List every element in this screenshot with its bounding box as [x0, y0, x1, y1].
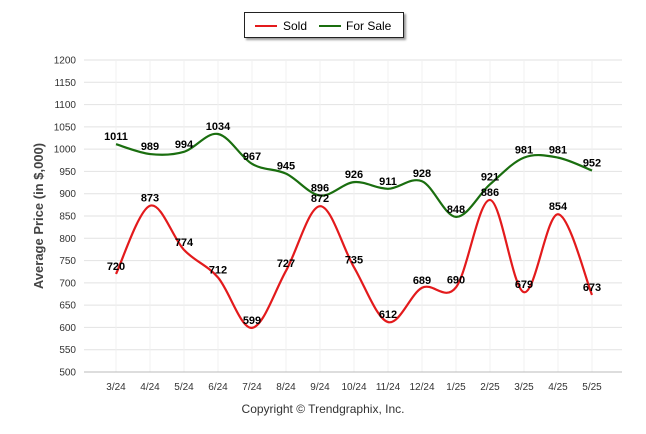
y-tick-label: 1000 [54, 145, 77, 156]
x-tick-label: 3/25 [514, 382, 534, 393]
data-label-for-sale: 921 [481, 171, 499, 183]
y-tick-label: 1150 [54, 78, 76, 89]
series-line-for-sale [115, 132, 593, 218]
data-label-sold: 886 [481, 187, 499, 199]
y-tick-label: 1050 [54, 122, 77, 133]
data-label-sold: 689 [413, 275, 431, 287]
data-labels: 720 873 774 712 599 727 872 735 612 689 690 886 679 8… [104, 121, 601, 327]
data-label-for-sale: 994 [175, 139, 194, 151]
y-tick-label: 700 [59, 278, 76, 289]
data-label-for-sale: 952 [583, 158, 601, 170]
data-label-sold: 854 [549, 201, 568, 213]
data-label-sold: 673 [583, 282, 601, 294]
y-tick-label: 950 [59, 167, 76, 178]
data-label-sold: 612 [379, 309, 397, 321]
data-label-sold: 599 [243, 315, 261, 327]
y-tick-label: 600 [59, 323, 76, 334]
x-tick-label: 3/24 [106, 382, 126, 393]
x-tick-label: 2/25 [480, 382, 500, 393]
y-tick-label: 500 [59, 368, 76, 379]
x-tick-label: 7/24 [242, 382, 262, 393]
y-tick-label: 750 [59, 256, 76, 267]
x-tick-label: 9/24 [310, 382, 330, 393]
data-label-sold: 712 [209, 265, 227, 277]
y-tick-label: 850 [59, 212, 76, 223]
data-label-sold: 873 [141, 193, 159, 205]
data-label-for-sale: 1011 [104, 131, 128, 143]
data-label-for-sale: 911 [379, 176, 397, 188]
legend-label-for-sale: For Sale [346, 19, 392, 33]
data-label-for-sale: 981 [515, 145, 533, 157]
data-label-sold: 720 [107, 261, 125, 273]
x-tick-label: 11/24 [376, 382, 401, 393]
legend-swatch-for-sale [319, 25, 341, 27]
x-tick-label: 1/25 [446, 382, 466, 393]
y-tick-label: 1200 [54, 56, 77, 67]
data-label-sold: 727 [277, 258, 295, 270]
series-line-sold [115, 198, 594, 329]
y-tick-label: 900 [59, 189, 76, 200]
data-label-for-sale: 1034 [206, 121, 231, 133]
data-label-sold: 690 [447, 274, 465, 286]
y-tick-label: 800 [59, 234, 76, 245]
x-tick-label: 4/24 [140, 382, 160, 393]
data-label-sold: 774 [175, 237, 194, 249]
series-lines [115, 132, 594, 329]
x-tick-label: 6/24 [208, 382, 228, 393]
copyright-text: Copyright © Trendgraphix, Inc. [241, 402, 405, 416]
data-label-sold: 679 [515, 279, 533, 291]
y-tick-label: 1100 [54, 100, 76, 111]
legend: Sold For Sale [244, 12, 404, 38]
data-label-for-sale: 926 [345, 169, 363, 181]
x-axis-ticks: 3/24 4/24 5/24 6/24 7/24 8/24 9/24 10/24 11/24 12… [106, 382, 602, 393]
data-label-for-sale: 989 [141, 141, 159, 153]
data-label-for-sale: 848 [447, 204, 465, 216]
x-tick-label: 12/24 [409, 382, 434, 393]
y-tick-label: 550 [59, 345, 76, 356]
data-label-sold: 872 [311, 193, 329, 205]
gridlines [84, 59, 622, 373]
data-label-for-sale: 981 [549, 145, 567, 157]
data-label-sold: 735 [345, 254, 363, 266]
x-tick-label: 5/25 [582, 382, 602, 393]
x-tick-label: 5/24 [174, 382, 194, 393]
data-label-for-sale: 945 [277, 161, 295, 173]
y-axis-label: Average Price (in $,000) [31, 143, 46, 289]
data-label-for-sale: 896 [311, 182, 329, 194]
y-tick-label: 650 [59, 301, 76, 312]
data-label-for-sale: 967 [243, 151, 261, 163]
x-tick-label: 4/25 [548, 382, 568, 393]
legend-swatch-sold [255, 25, 277, 27]
x-tick-label: 10/24 [341, 382, 366, 393]
y-axis-ticks: 500 550 600 650 700 750 800 850 900 950 1000 1050 11… [54, 56, 77, 379]
data-label-for-sale: 928 [413, 168, 431, 180]
x-tick-label: 8/24 [276, 382, 296, 393]
legend-label-sold: Sold [283, 19, 308, 33]
